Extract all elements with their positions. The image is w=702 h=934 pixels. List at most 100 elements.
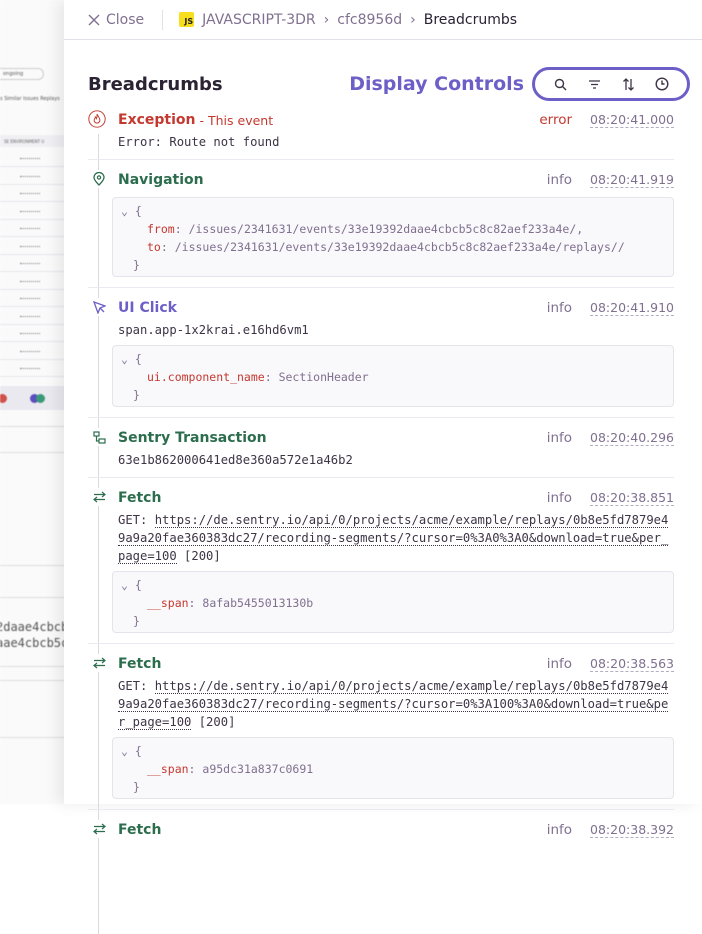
arrows-exchange-icon [92, 823, 106, 835]
breadcrumb-level: info [546, 300, 573, 316]
background-table-row [0, 323, 70, 325]
background-table-row [0, 183, 70, 185]
breadcrumb-item: Navigation info 08:20:41.919 ⌄ { from: /is… [88, 160, 674, 288]
clock-icon [655, 77, 669, 91]
background-page: ongoing s Similar Issues Replays SE ENVI… [0, 0, 70, 804]
breadcrumb-level: info [546, 822, 573, 838]
fire-icon [88, 110, 106, 128]
breadcrumb-time[interactable]: 08:20:41.000 [590, 111, 674, 128]
close-button[interactable]: Close [88, 12, 144, 28]
breadcrumb-message: GET: https://de.sentry.io/api/0/projects… [118, 513, 669, 564]
this-event-label: - This event [199, 112, 274, 128]
background-table-row [0, 253, 70, 255]
breadcrumb-time[interactable]: 08:20:41.910 [590, 299, 674, 316]
breadcrumb-type: Fetch [118, 490, 162, 506]
cursor-click-icon [92, 300, 106, 314]
request-url-link[interactable]: https://de.sentry.io/api/0/projects/acme… [118, 513, 669, 564]
time-format-button[interactable] [652, 74, 672, 94]
timeline-dot [30, 394, 39, 403]
breadcrumb-time[interactable]: 08:20:41.919 [590, 171, 674, 188]
breadcrumb-data: ⌄ { __span: 8afab5455013130b } [112, 571, 674, 633]
breadcrumbs-drawer: Close JS JAVASCRIPT-3DR › cfc8956d › Bre… [64, 0, 702, 934]
breadcrumb-type: Exception [118, 112, 196, 128]
background-table-row [0, 306, 70, 307]
location-pin-icon [93, 172, 105, 186]
background-table-cell [20, 298, 40, 299]
background-table-cell [20, 315, 40, 317]
background-table-cell [20, 210, 40, 212]
background-hash: 2daae4cbcb [0, 620, 69, 634]
background-table-row [0, 376, 70, 377]
close-icon [88, 14, 100, 25]
display-controls: Display Controls [349, 67, 690, 101]
sort-icon [622, 77, 634, 91]
search-icon [554, 78, 566, 90]
breadcrumb-item: Fetch info 08:20:38.851 GET: https://de.se… [88, 478, 674, 644]
arrows-exchange-icon [92, 657, 106, 669]
breadcrumb-message: span.app-1x2krai.e16hd6vm1 [118, 323, 309, 337]
breadcrumb-data: ⌄ { __span: a95dc31a837c0691 } [112, 737, 674, 799]
breadcrumb-type: Fetch [118, 822, 162, 838]
timeline-dot [0, 394, 7, 403]
breadcrumb-message: GET: https://de.sentry.io/api/0/projects… [118, 679, 669, 730]
background-table-cell [20, 228, 40, 229]
divider [162, 9, 164, 30]
background-table-cell [20, 245, 40, 247]
breadcrumb-time[interactable]: 08:20:40.296 [590, 429, 674, 446]
breadcrumb-time[interactable]: 08:20:38.851 [590, 489, 674, 506]
request-url-link[interactable]: https://de.sentry.io/api/0/projects/acme… [118, 679, 669, 730]
timeline-rail [98, 134, 99, 934]
background-table-row [0, 218, 70, 220]
background-table-cell [20, 350, 40, 352]
background-table-row [0, 236, 70, 237]
chevron-right-icon: › [410, 11, 416, 28]
arrows-exchange-icon [92, 491, 106, 503]
breadcrumb-type: Sentry Transaction [118, 430, 267, 446]
breadcrumb-type: Fetch [118, 656, 162, 672]
background-table-cell [20, 333, 40, 334]
breadcrumb-data: ⌄ { from: /issues/2341631/events/33e1939… [112, 197, 674, 277]
background-table-cell [20, 193, 40, 194]
background-hash: aae4cbcb5c [0, 636, 69, 650]
breadcrumb-message: 63e1b862000641ed8e360a572e1a46b2 [118, 453, 353, 467]
breadcrumb-level: info [546, 430, 573, 446]
drawer-header: Close JS JAVASCRIPT-3DR › cfc8956d › Bre… [64, 0, 702, 40]
breadcrumb-data: ⌄ { ui.component_name: SectionHeader } [112, 345, 674, 407]
chevron-right-icon: › [323, 11, 330, 28]
collapse-toggle[interactable]: ⌄ [121, 578, 128, 592]
search-button[interactable] [550, 74, 570, 94]
filter-icon [588, 79, 600, 89]
breadcrumb-level: info [546, 490, 573, 506]
collapse-toggle[interactable]: ⌄ [121, 352, 128, 366]
background-table-cell [20, 368, 40, 369]
background-table-cell [20, 158, 40, 159]
breadcrumb-current: Breadcrumbs [423, 11, 518, 28]
close-label: Close [106, 11, 145, 28]
breadcrumb-type: Navigation [118, 172, 204, 188]
transaction-icon [92, 430, 106, 444]
breadcrumb-item: Fetch info 08:20:38.563 GET: https://de.se… [88, 644, 674, 810]
background-table-row [0, 271, 70, 272]
background-table-row [0, 288, 70, 290]
breadcrumb-level: info [546, 172, 573, 188]
breadcrumb-item: Exception - This event error 08:20:41.000 E… [88, 109, 674, 160]
background-table-cell [20, 175, 40, 177]
sort-button[interactable] [618, 74, 638, 94]
display-controls-label: Display Controls [349, 73, 524, 95]
breadcrumb-type: UI Click [118, 300, 177, 316]
collapse-toggle[interactable]: ⌄ [121, 744, 128, 758]
filter-button[interactable] [584, 74, 604, 94]
breadcrumb-issue[interactable]: JAVASCRIPT-3DR [202, 11, 316, 28]
collapse-toggle[interactable]: ⌄ [121, 204, 128, 218]
breadcrumb-event[interactable]: cfc8956d [337, 11, 403, 28]
breadcrumb-time[interactable]: 08:20:38.563 [590, 655, 674, 672]
page-title: Breadcrumbs [88, 73, 223, 95]
breadcrumb-item: Sentry Transaction info 08:20:40.296 63e1b… [88, 418, 674, 478]
background-table-header: SE ENVIRONMENT U [0, 135, 70, 147]
breadcrumb-level: info [546, 656, 573, 672]
timeline-dot [36, 394, 45, 403]
status-pill: ongoing [0, 68, 44, 80]
breadcrumb-time[interactable]: 08:20:38.392 [590, 821, 674, 838]
background-table-row [0, 358, 70, 360]
background-table-cell [20, 280, 40, 282]
